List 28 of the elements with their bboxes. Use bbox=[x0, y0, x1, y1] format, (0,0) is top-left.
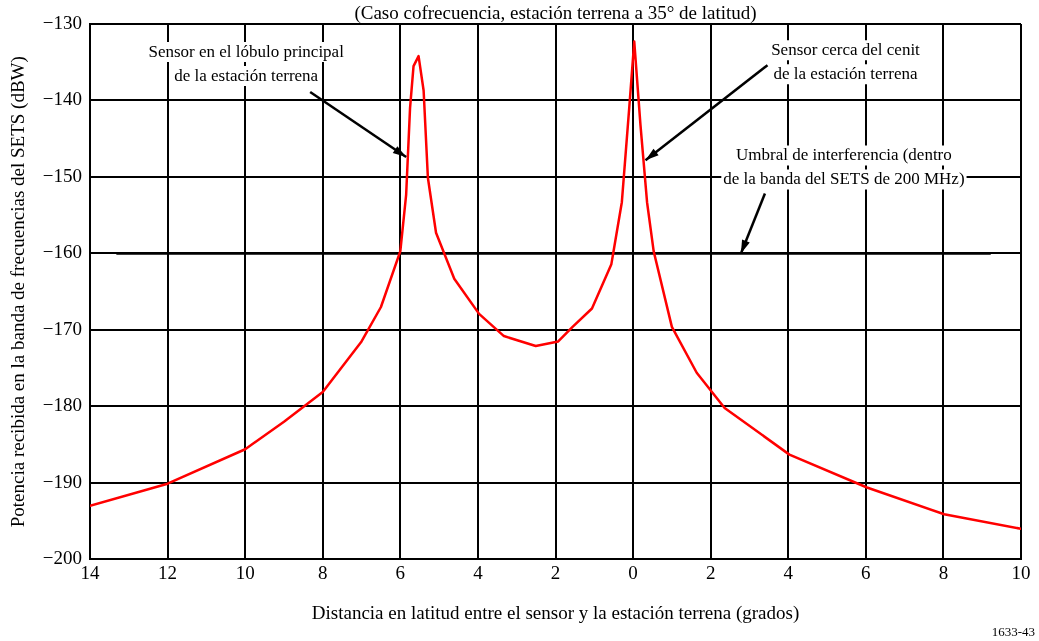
x-tick-label: 2 bbox=[705, 561, 716, 583]
x-tick-label: 4 bbox=[473, 561, 484, 583]
text: 1633-43 bbox=[991, 624, 1035, 640]
x-tick-label: 10 bbox=[235, 561, 255, 583]
x-tick-label: 0 bbox=[628, 561, 638, 583]
x-tick-label: 10 bbox=[1011, 561, 1031, 583]
x-tick-label: 2 bbox=[550, 561, 561, 583]
y-tick-label: −180 bbox=[42, 394, 83, 416]
annotation: Sensor en el lóbulo principal de la estación terrena bbox=[148, 41, 345, 85]
y-tick-label: −130 bbox=[42, 11, 83, 33]
annotation: Sensor cerca del cenit de la estación terrena bbox=[771, 39, 921, 83]
y-tick-label: −170 bbox=[42, 317, 83, 339]
y-tick-label: −190 bbox=[42, 470, 83, 492]
y-tick-label: −160 bbox=[42, 241, 83, 263]
x-axis-title: Distancia en latitud entre el sensor y la estación terrena (grados) bbox=[311, 601, 800, 624]
x-tick-label: 8 bbox=[938, 561, 949, 583]
x-tick-label: 4 bbox=[783, 561, 794, 583]
x-tick-label: 6 bbox=[861, 561, 871, 583]
y-tick-label: −140 bbox=[42, 88, 83, 110]
x-tick-label: 6 bbox=[395, 561, 406, 583]
x-tick-label: 14 bbox=[80, 561, 101, 583]
annotation: Umbral de interferencia (dentro de la banda del SETS de 200 MHz) bbox=[723, 144, 965, 188]
y-tick-label: −150 bbox=[42, 164, 83, 186]
y-axis-title: Potencia recibida en la banda de frecuencias del SETS (dBW) bbox=[7, 56, 30, 528]
y-tick-label: −200 bbox=[42, 547, 83, 569]
chart-title: (Caso cofrecuencia, estación terrena a 35° de latitud) bbox=[354, 1, 757, 24]
x-tick-label: 12 bbox=[158, 561, 178, 583]
x-tick-label: 8 bbox=[318, 561, 328, 583]
